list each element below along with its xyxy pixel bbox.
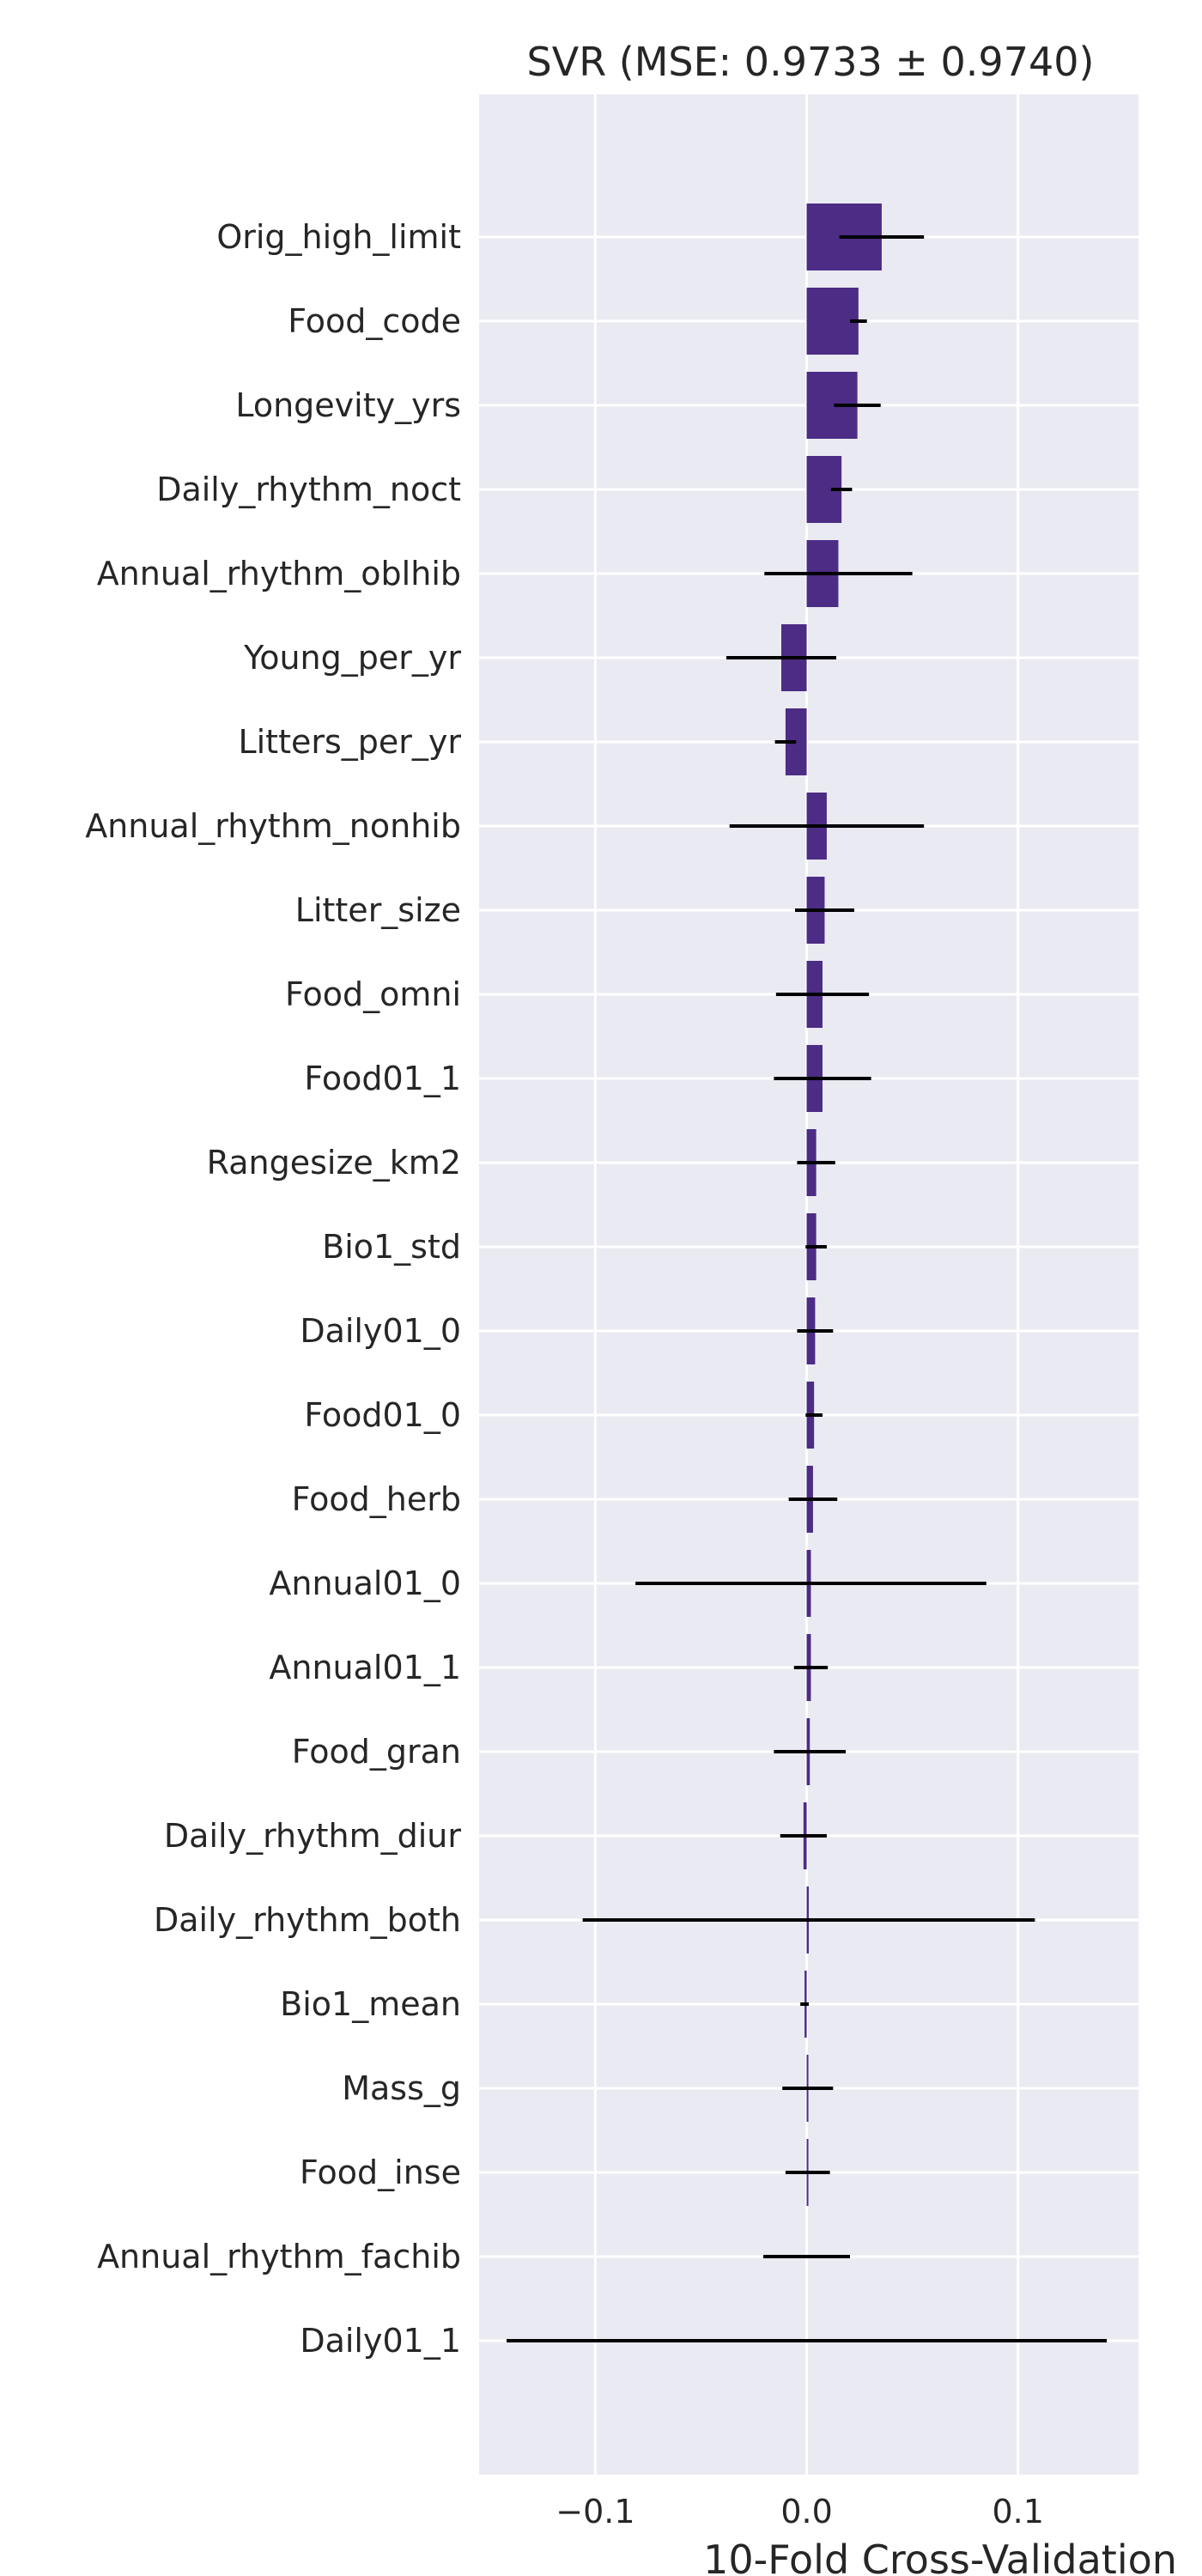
y-tick-label: Food_code xyxy=(288,302,461,340)
y-tick-label: Young_per_yr xyxy=(243,639,461,677)
y-tick-label: Annual01_1 xyxy=(269,1649,461,1686)
y-tick-label: Orig_high_limit xyxy=(216,218,461,256)
y-tick-label: Annual_rhythm_oblhib xyxy=(97,555,461,592)
y-tick-label: Bio1_std xyxy=(322,1228,461,1266)
y-tick-label: Annual_rhythm_fachib xyxy=(97,2238,461,2275)
y-tick-label: Bio1_mean xyxy=(280,1985,461,2023)
y-tick-label: Daily01_1 xyxy=(300,2322,461,2360)
y-tick-label: Food01_0 xyxy=(304,1396,461,1434)
y-tick-label: Food_gran xyxy=(292,1733,461,1771)
bar xyxy=(806,288,859,355)
x-tick-label: 0.1 xyxy=(992,2493,1043,2530)
plot-area xyxy=(479,94,1138,2475)
x-tick-label: 0.0 xyxy=(780,2493,832,2530)
y-tick-label: Food_inse xyxy=(300,2154,461,2191)
y-tick-label: Daily_rhythm_noct xyxy=(156,471,461,508)
y-tick-label: Litter_size xyxy=(295,891,461,929)
y-tick-label: Food_omni xyxy=(285,975,461,1013)
y-tick-label: Annual01_0 xyxy=(269,1564,461,1602)
y-tick-label: Daily01_0 xyxy=(300,1312,461,1350)
y-tick-label: Daily_rhythm_diur xyxy=(164,1817,461,1855)
y-tick-label: Food01_1 xyxy=(304,1060,461,1097)
y-tick-label: Rangesize_km2 xyxy=(207,1144,461,1182)
y-tick-label: Daily_rhythm_both xyxy=(154,1901,461,1939)
y-tick-label: Annual_rhythm_nonhib xyxy=(85,807,461,845)
y-tick-label: Longevity_yrs xyxy=(235,386,461,424)
x-tick-label: −0.1 xyxy=(555,2493,634,2530)
y-tick-label: Food_herb xyxy=(292,1480,461,1518)
chart-title: SVR (MSE: 0.9733 ± 0.9740) xyxy=(527,39,1095,85)
x-axis-label: 10-Fold Cross-Validation xyxy=(703,2537,1177,2576)
y-tick-label: Mass_g xyxy=(342,2069,461,2107)
y-tick-label: Litters_per_yr xyxy=(238,723,461,761)
